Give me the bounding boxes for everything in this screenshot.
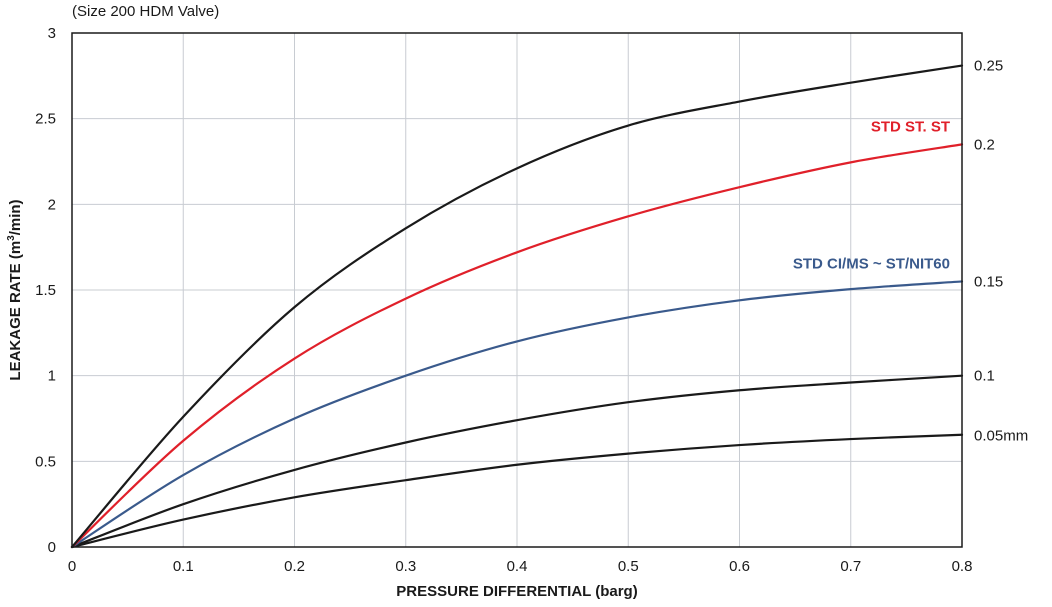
x-tick-label: 0.8 — [952, 558, 973, 575]
x-tick-label: 0.7 — [840, 558, 861, 575]
series-right-label: 0.1 — [974, 368, 995, 385]
y-axis-title-suffix: /min) — [7, 199, 24, 235]
tick-layer: 0 0.1 0.2 0.3 0.4 0.5 0.6 0.7 0.8 0 0.5 1 1.5 2 2.5 3 — [35, 25, 972, 575]
series-right-label: 0.05mm — [974, 428, 1028, 445]
series-right-label: 0.2 — [974, 136, 995, 153]
y-tick-label: 3 — [48, 25, 56, 42]
y-tick-label: 1 — [48, 368, 56, 385]
y-tick-label: 2.5 — [35, 111, 56, 128]
series-inline-label: STD ST. ST — [871, 118, 950, 135]
x-tick-label: 0.2 — [284, 558, 305, 575]
y-axis-title: LEAKAGE RATE (m3/min) — [6, 199, 24, 380]
series-inline-label: STD CI/MS ~ ST/NIT60 — [793, 255, 950, 272]
plot-frame — [71, 32, 963, 548]
x-tick-label: 0.1 — [173, 558, 194, 575]
x-tick-label: 0.6 — [729, 558, 750, 575]
x-axis-title: PRESSURE DIFFERENTIAL (barg) — [396, 583, 637, 600]
y-tick-label: 2 — [48, 196, 56, 213]
y-tick-label: 0 — [48, 539, 56, 556]
x-tick-label: 0.5 — [618, 558, 639, 575]
y-tick-label: 1.5 — [35, 282, 56, 299]
series-line — [70, 280, 964, 549]
x-tick-label: 0.3 — [395, 558, 416, 575]
series-layer — [70, 64, 964, 549]
series-line — [70, 433, 964, 549]
y-axis-title-superscript: 3 — [6, 235, 17, 241]
series-right-label: 0.15 — [974, 273, 1003, 290]
chart-subtitle: (Size 200 HDM Valve) — [72, 3, 219, 20]
x-tick-label: 0 — [68, 558, 76, 575]
label-layer: 0.05mm 0.1 0.15 STD CI/MS ~ ST/NIT60 0.2 STD … — [793, 58, 1028, 445]
x-tick-label: 0.4 — [507, 558, 528, 575]
y-tick-label: 0.5 — [35, 453, 56, 470]
y-axis-title-prefix: LEAKAGE RATE (m — [7, 241, 24, 381]
series-line — [70, 374, 964, 549]
series-line — [70, 143, 964, 549]
frame-layer — [71, 32, 963, 548]
series-line — [70, 64, 964, 549]
series-right-label: 0.25 — [974, 58, 1003, 75]
